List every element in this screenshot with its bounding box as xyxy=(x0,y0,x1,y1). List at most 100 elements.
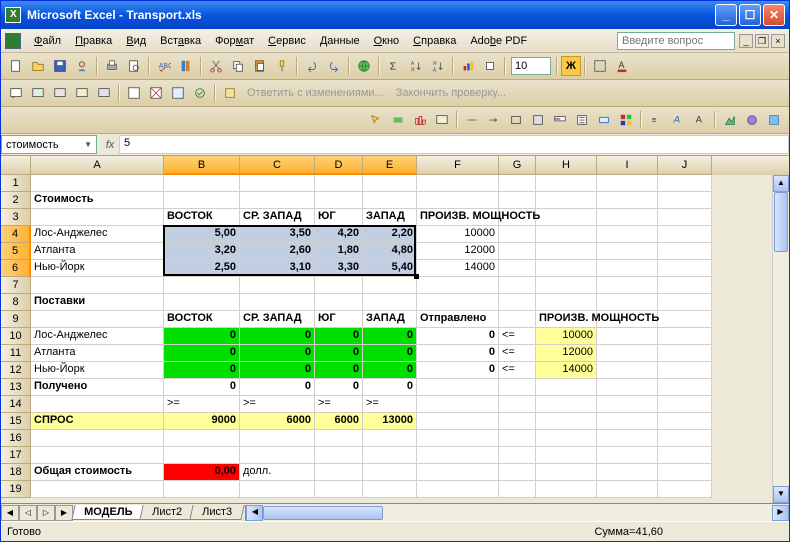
name-box[interactable]: стоимость ▼ xyxy=(1,135,97,154)
cell-I11[interactable] xyxy=(597,345,658,362)
menu-file[interactable]: Файл xyxy=(27,32,68,50)
cell-G13[interactable] xyxy=(499,379,536,396)
cell-B18[interactable]: 0,00 xyxy=(164,464,240,481)
cell-F10[interactable]: 0 xyxy=(417,328,499,345)
cell-G16[interactable] xyxy=(499,430,536,447)
cell-A6[interactable]: Нью-Йорк xyxy=(31,260,164,277)
spelling-button[interactable]: ABC xyxy=(154,56,174,76)
tb3-8[interactable] xyxy=(528,110,548,130)
cell-G15[interactable] xyxy=(499,413,536,430)
formula-input[interactable]: 5 xyxy=(119,135,789,154)
vertical-scrollbar[interactable]: ▲ ▼ xyxy=(772,175,789,503)
cell-F16[interactable] xyxy=(417,430,499,447)
row-header-17[interactable]: 17 xyxy=(1,447,31,464)
cell-A13[interactable]: Получено xyxy=(31,379,164,396)
cell-H3[interactable] xyxy=(536,209,597,226)
cell-F9[interactable]: Отправлено xyxy=(417,311,499,328)
cell-J14[interactable] xyxy=(658,396,712,413)
cell-H7[interactable] xyxy=(536,277,597,294)
row-header-6[interactable]: 6 xyxy=(1,260,31,277)
cell-E8[interactable] xyxy=(363,294,417,311)
cell-A2[interactable]: Стоимость xyxy=(31,192,164,209)
undo-button[interactable] xyxy=(302,56,322,76)
cell-C3[interactable]: СР. ЗАПАД xyxy=(240,209,315,226)
chart-button[interactable] xyxy=(458,56,478,76)
cell-F19[interactable] xyxy=(417,481,499,498)
menu-data[interactable]: Данные xyxy=(313,32,367,50)
cell-F3[interactable]: ПРОИЗВ. МОЩНОСТЬ xyxy=(417,209,499,226)
cell-F6[interactable]: 14000 xyxy=(417,260,499,277)
review-icon1[interactable] xyxy=(6,83,26,103)
autosum-button[interactable]: Σ xyxy=(384,56,404,76)
row-header-10[interactable]: 10 xyxy=(1,328,31,345)
cell-C17[interactable] xyxy=(240,447,315,464)
cell-I13[interactable] xyxy=(597,379,658,396)
cell-D12[interactable]: 0 xyxy=(315,362,363,379)
cell-F7[interactable] xyxy=(417,277,499,294)
cell-D18[interactable] xyxy=(315,464,363,481)
bold-button[interactable]: Ж xyxy=(561,56,581,76)
cell-A8[interactable]: Поставки xyxy=(31,294,164,311)
cell-I7[interactable] xyxy=(597,277,658,294)
tab-nav-last[interactable]: ▶ xyxy=(55,505,73,521)
cell-G5[interactable] xyxy=(499,243,536,260)
cell-H15[interactable] xyxy=(536,413,597,430)
cell-C16[interactable] xyxy=(240,430,315,447)
review-icon6[interactable] xyxy=(124,83,144,103)
cell-A17[interactable] xyxy=(31,447,164,464)
cell-C2[interactable] xyxy=(240,192,315,209)
cell-F14[interactable] xyxy=(417,396,499,413)
cell-B13[interactable]: 0 xyxy=(164,379,240,396)
hscroll-thumb[interactable] xyxy=(263,506,383,520)
cell-G7[interactable] xyxy=(499,277,536,294)
cell-B19[interactable] xyxy=(164,481,240,498)
cell-B11[interactable]: 0 xyxy=(164,345,240,362)
menu-insert[interactable]: Вставка xyxy=(153,32,208,50)
cell-G4[interactable] xyxy=(499,226,536,243)
cell-C5[interactable]: 2,60 xyxy=(240,243,315,260)
sort-desc-button[interactable]: ЯА xyxy=(428,56,448,76)
doc-close-button[interactable]: × xyxy=(771,34,785,48)
cell-I6[interactable] xyxy=(597,260,658,277)
cell-G11[interactable]: <= xyxy=(499,345,536,362)
cell-A11[interactable]: Атланта xyxy=(31,345,164,362)
cell-C4[interactable]: 3,50 xyxy=(240,226,315,243)
cell-E13[interactable]: 0 xyxy=(363,379,417,396)
cell-D14[interactable]: >= xyxy=(315,396,363,413)
review-icon7[interactable] xyxy=(146,83,166,103)
cell-H10[interactable]: 10000 xyxy=(536,328,597,345)
scroll-right-icon[interactable]: ▶ xyxy=(772,505,789,521)
cell-A16[interactable] xyxy=(31,430,164,447)
cell-H9[interactable]: ПРОИЗВ. МОЩНОСТЬ xyxy=(536,311,597,328)
cell-J18[interactable] xyxy=(658,464,712,481)
cell-F18[interactable] xyxy=(417,464,499,481)
cell-E12[interactable]: 0 xyxy=(363,362,417,379)
tab-nav-prev[interactable]: ◁ xyxy=(19,505,37,521)
cell-F17[interactable] xyxy=(417,447,499,464)
cell-J17[interactable] xyxy=(658,447,712,464)
paste-options-button[interactable] xyxy=(480,56,500,76)
cell-G1[interactable] xyxy=(499,175,536,192)
cell-B9[interactable]: ВОСТОК xyxy=(164,311,240,328)
row-header-9[interactable]: 9 xyxy=(1,311,31,328)
cell-B10[interactable]: 0 xyxy=(164,328,240,345)
cell-J11[interactable] xyxy=(658,345,712,362)
cell-D6[interactable]: 3,30 xyxy=(315,260,363,277)
tb3-12[interactable] xyxy=(616,110,636,130)
tb3-3[interactable] xyxy=(410,110,430,130)
research-button[interactable] xyxy=(176,56,196,76)
cell-I17[interactable] xyxy=(597,447,658,464)
cell-E2[interactable] xyxy=(363,192,417,209)
cell-J2[interactable] xyxy=(658,192,712,209)
cell-G9[interactable] xyxy=(499,311,536,328)
cell-A9[interactable] xyxy=(31,311,164,328)
row-header-19[interactable]: 19 xyxy=(1,481,31,498)
cell-B14[interactable]: >= xyxy=(164,396,240,413)
preview-button[interactable] xyxy=(124,56,144,76)
cell-H1[interactable] xyxy=(536,175,597,192)
cell-I3[interactable] xyxy=(597,209,658,226)
cell-D9[interactable]: ЮГ xyxy=(315,311,363,328)
format-painter-button[interactable] xyxy=(272,56,292,76)
cell-E5[interactable]: 4,80 xyxy=(363,243,417,260)
cell-H14[interactable] xyxy=(536,396,597,413)
